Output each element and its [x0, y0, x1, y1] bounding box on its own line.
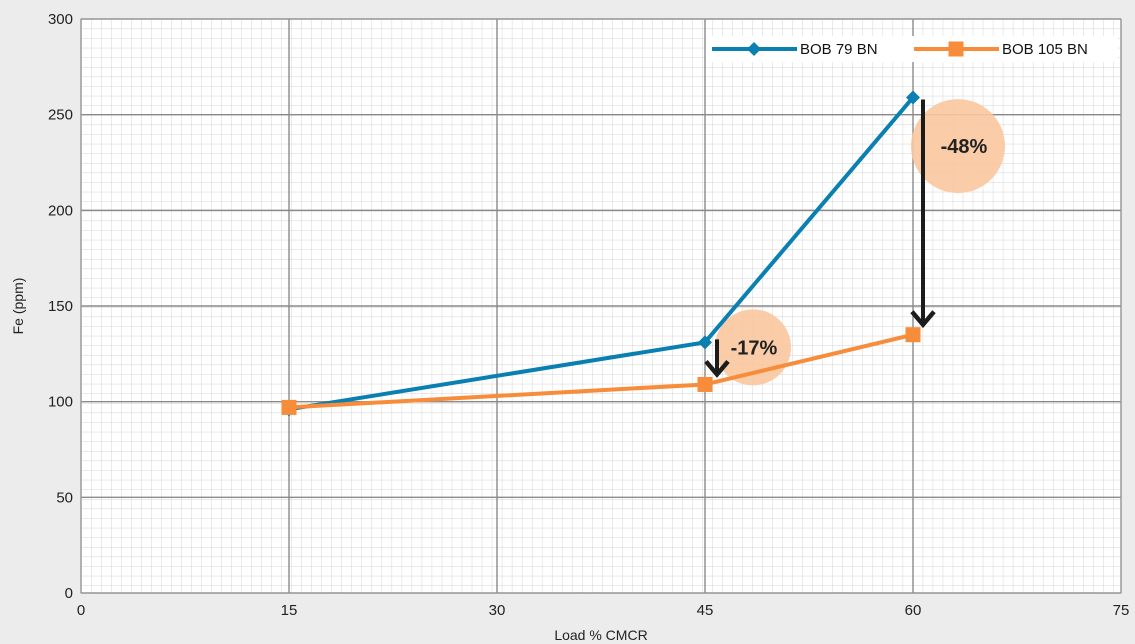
y-tick-labels: 0 50 100 150 200 250 300	[48, 11, 73, 602]
y-tick-label: 250	[48, 107, 73, 124]
x-tick-label: 60	[905, 602, 922, 619]
annotation-highlight-circle	[715, 309, 791, 386]
legend-marker-diamond	[747, 42, 761, 56]
x-tick-label: 30	[489, 602, 506, 619]
legend-label: BOB 105 BN	[1002, 41, 1088, 58]
series-layer	[281, 90, 921, 417]
x-tick-label: 45	[697, 602, 714, 619]
data-point-diamond	[906, 90, 920, 105]
y-tick-label: 50	[56, 489, 73, 506]
x-tick-labels: 0 15 30 45 60 75	[77, 602, 1130, 619]
y-tick-label: 100	[48, 394, 73, 411]
y-tick-label: 200	[48, 202, 73, 219]
plot-border	[80, 18, 1122, 594]
annotation-arrowhead	[704, 359, 730, 378]
annotation-label: -17%	[731, 337, 778, 359]
annotation-highlight-circle	[911, 99, 1005, 194]
x-tick-label: 75	[1113, 602, 1130, 619]
data-point-square	[905, 327, 921, 343]
annotation-arrows: -17% -48%	[704, 99, 988, 378]
data-point-diamond	[698, 335, 712, 350]
y-tick-label: 0	[65, 585, 73, 602]
y-tick-label: 150	[48, 298, 73, 315]
x-tick-label: 15	[281, 602, 298, 619]
data-point-square	[281, 399, 297, 415]
legend: BOB 79 BN BOB 105 BN	[706, 36, 1118, 62]
x-tick-label: 0	[77, 602, 85, 619]
annotation-arrowhead	[910, 310, 936, 329]
x-axis-title: Load % CMCR	[554, 627, 647, 643]
annotation-circles	[715, 99, 1005, 386]
data-point-square	[697, 376, 713, 392]
legend-label: BOB 79 BN	[800, 41, 878, 58]
y-axis-title: Fe (ppm)	[10, 278, 26, 335]
legend-marker-square	[948, 41, 964, 57]
annotation-label: -48%	[941, 136, 988, 158]
y-tick-label: 300	[48, 11, 73, 28]
